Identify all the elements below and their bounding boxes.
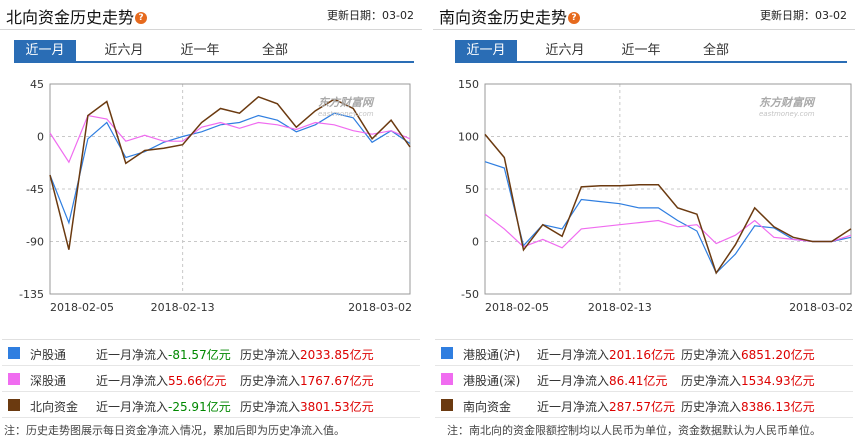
legend-row-hk-sh: 港股通(沪) 近一月净流入201.16亿元 历史净流入6851.20亿元 <box>435 340 853 366</box>
y-tick-label: 50 <box>465 183 479 196</box>
plot-frame <box>484 83 852 295</box>
north-flow-chart: 45 0 -45 -90 -135 2018-02-05 2018-02-13 2018-03… <box>0 72 422 324</box>
y-tick-label: -135 <box>19 288 44 301</box>
x-tick-label: 2018-02-13 <box>151 301 215 314</box>
series-color-swatch <box>441 347 453 359</box>
help-icon[interactable]: ? <box>135 12 148 24</box>
panel-title: 南向资金历史走势? <box>439 4 581 28</box>
series-name: 北向资金 <box>30 400 79 414</box>
history-flow: 历史净流入2033.85亿元 <box>240 348 374 362</box>
panel-title-text: 南向资金历史走势 <box>439 8 568 27</box>
series-line-2 <box>484 213 852 249</box>
series-line-2 <box>49 114 411 164</box>
y-tick-label: 150 <box>458 78 479 91</box>
series-line-1 <box>49 112 411 225</box>
plot-frame <box>49 83 411 295</box>
series-color-swatch <box>8 399 20 411</box>
update-date-value: 03-02 <box>815 9 847 22</box>
north-flow-chart-svg: 45 0 -45 -90 -135 2018-02-05 2018-02-13 2018-03… <box>19 78 412 314</box>
legend-row-sh: 沪股通 近一月净流入-81.57亿元 历史净流入2033.85亿元 <box>2 340 420 366</box>
legend-row-south-total: 南向资金 近一月净流入287.57亿元 历史净流入8386.13亿元 <box>435 392 853 418</box>
north-legend: 沪股通 近一月净流入-81.57亿元 历史净流入2033.85亿元 深股通 近一… <box>2 339 420 418</box>
series-line-3 <box>49 95 411 250</box>
tab-six-months[interactable]: 近六月 <box>104 43 144 58</box>
panel-header: 北向资金历史走势? 更新日期：03-02 <box>0 0 422 30</box>
month-flow: 近一月净流入86.41亿元 <box>537 374 668 388</box>
update-date: 更新日期：03-02 <box>760 7 847 23</box>
south-legend: 港股通(沪) 近一月净流入201.16亿元 历史净流入6851.20亿元 港股通… <box>435 339 853 418</box>
update-date-label: 更新日期： <box>327 9 383 22</box>
month-flow: 近一月净流入-81.57亿元 <box>96 348 231 362</box>
month-flow: 近一月净流入55.66亿元 <box>96 374 227 388</box>
help-icon[interactable]: ? <box>568 12 581 24</box>
month-flow: 近一月净流入287.57亿元 <box>537 400 676 414</box>
history-flow: 历史净流入3801.53亿元 <box>240 400 374 414</box>
series-color-swatch <box>8 373 20 385</box>
footnote: 注：南北向的资金限额控制均以人民币为单位，资金数据默认为人民币单位。 <box>447 424 821 437</box>
south-flow-chart-svg: 150 100 50 0 -50 2018-02-05 2018-02-13 2018-03-… <box>458 78 853 314</box>
x-tick-label: 2018-03-02 <box>789 301 853 314</box>
panel-title: 北向资金历史走势? <box>6 4 148 28</box>
series-name: 港股通(沪) <box>463 348 521 362</box>
update-date-label: 更新日期： <box>760 9 816 22</box>
y-tick-label: -45 <box>26 183 44 196</box>
series-color-swatch <box>441 373 453 385</box>
history-flow: 历史净流入1767.67亿元 <box>240 374 374 388</box>
north-capital-panel: 北向资金历史走势? 更新日期：03-02 近一月 近六月 近一年 全部 45 0 -… <box>0 0 422 442</box>
panel-header: 南向资金历史走势? 更新日期：03-02 <box>433 0 855 30</box>
y-tick-label: 0 <box>37 131 44 144</box>
history-flow: 历史净流入1534.93亿元 <box>681 374 815 388</box>
tab-six-months[interactable]: 近六月 <box>545 43 585 58</box>
history-flow: 历史净流入8386.13亿元 <box>681 400 815 414</box>
eastmoney-watermark: 东方财富网 eastmoney.com <box>759 94 815 118</box>
south-flow-chart: 150 100 50 0 -50 2018-02-05 2018-02-13 2018-03-… <box>433 72 855 324</box>
series-name: 港股通(深) <box>463 374 521 388</box>
period-tabs: 近一月 近六月 近一年 全部 <box>14 40 414 63</box>
tab-one-month[interactable]: 近一月 <box>14 40 76 61</box>
tab-one-year[interactable]: 近一年 <box>180 43 220 58</box>
month-flow: 近一月净流入201.16亿元 <box>537 348 676 362</box>
series-line-3 <box>484 133 852 275</box>
footnote: 注：历史走势图展示每日资金净流入情况，累加后即为历史净流入值。 <box>4 424 345 437</box>
x-tick-label: 2018-02-13 <box>588 301 652 314</box>
tab-one-year[interactable]: 近一年 <box>621 43 661 58</box>
tab-all[interactable]: 全部 <box>261 43 288 58</box>
update-date-value: 03-02 <box>382 9 414 22</box>
y-tick-label: 100 <box>458 131 479 144</box>
tab-all[interactable]: 全部 <box>702 43 729 58</box>
legend-row-sz: 深股通 近一月净流入55.66亿元 历史净流入1767.67亿元 <box>2 366 420 392</box>
series-name: 沪股通 <box>30 348 67 362</box>
watermark-brand: 东方财富网 <box>318 96 373 109</box>
watermark-url: eastmoney.com <box>759 110 815 118</box>
series-name: 深股通 <box>30 374 67 388</box>
series-name: 南向资金 <box>463 400 512 414</box>
tab-one-month[interactable]: 近一月 <box>455 40 517 61</box>
y-tick-label: -50 <box>461 288 479 301</box>
series-color-swatch <box>8 347 20 359</box>
y-tick-label: 0 <box>472 236 479 249</box>
period-tabs: 近一月 近六月 近一年 全部 <box>455 40 847 63</box>
series-color-swatch <box>441 399 453 411</box>
watermark-url: eastmoney.com <box>318 110 374 118</box>
south-capital-panel: 南向资金历史走势? 更新日期：03-02 近一月 近六月 近一年 全部 150 1… <box>433 0 855 442</box>
panel-title-text: 北向资金历史走势 <box>6 8 135 27</box>
legend-row-north-total: 北向资金 近一月净流入-25.91亿元 历史净流入3801.53亿元 <box>2 392 420 418</box>
y-tick-label: 45 <box>30 78 44 91</box>
series-line-1 <box>484 161 852 275</box>
x-tick-label: 2018-02-05 <box>485 301 549 314</box>
month-flow: 近一月净流入-25.91亿元 <box>96 400 231 414</box>
x-tick-label: 2018-02-05 <box>50 301 114 314</box>
history-flow: 历史净流入6851.20亿元 <box>681 348 815 362</box>
legend-row-hk-sz: 港股通(深) 近一月净流入86.41亿元 历史净流入1534.93亿元 <box>435 366 853 392</box>
eastmoney-watermark: 东方财富网 eastmoney.com <box>318 94 374 118</box>
watermark-brand: 东方财富网 <box>759 96 814 109</box>
update-date: 更新日期：03-02 <box>327 7 414 23</box>
y-tick-label: -90 <box>26 236 44 249</box>
x-tick-label: 2018-03-02 <box>348 301 412 314</box>
